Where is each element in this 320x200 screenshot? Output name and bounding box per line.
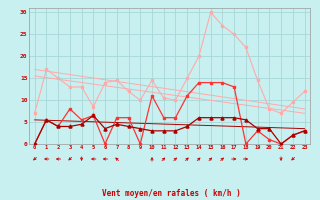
Text: Vent moyen/en rafales ( km/h ): Vent moyen/en rafales ( km/h ) xyxy=(102,189,241,198)
